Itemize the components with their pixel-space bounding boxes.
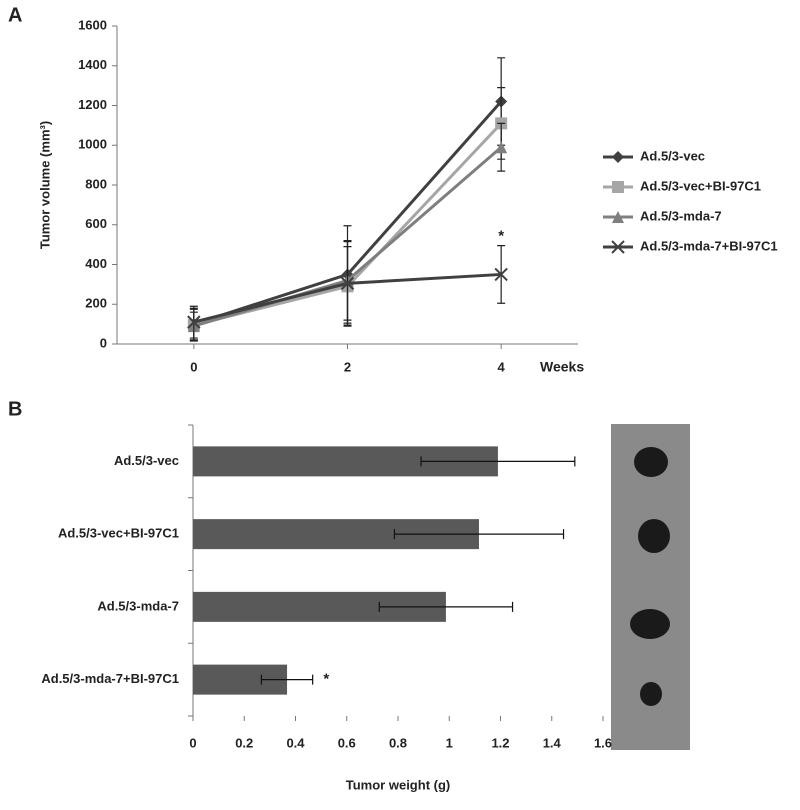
x-tick-label: 0.6 [338, 735, 356, 750]
x-tick-label: 1.4 [543, 735, 562, 750]
legend-marker [612, 151, 624, 163]
x-tick-label: 2 [344, 359, 351, 374]
legend-marker [612, 211, 624, 223]
x-tick-label: 0 [189, 735, 196, 750]
legend-marker [612, 181, 624, 193]
legend-label: Ad.5/3-vec+BI-97C1 [640, 178, 761, 193]
y-tick-label: Ad.5/3-vec+BI-97C1 [58, 526, 179, 541]
y-tick-label: 800 [85, 176, 107, 191]
y-tick-label: 1000 [78, 137, 107, 152]
x-tick-label: 1.6 [594, 735, 612, 750]
x-tick-label: 0.4 [286, 735, 305, 750]
y-tick-label: 200 [85, 296, 107, 311]
error-bar [420, 456, 576, 467]
error-bar [378, 601, 514, 612]
y-tick-label: Ad.5/3-vec [114, 453, 179, 468]
y-tick-label: 400 [85, 256, 107, 271]
marker [340, 276, 355, 291]
legend-label: Ad.5/3-vec [640, 148, 705, 163]
marker [187, 315, 201, 329]
legend-label: Ad.5/3-mda-7+BI-97C1 [640, 238, 778, 253]
x-tick-label: 0.8 [389, 735, 407, 750]
x-tick-label: 0.2 [235, 735, 253, 750]
panel-label: A [8, 4, 22, 26]
annotation: * [498, 228, 504, 245]
y-tick-label: Ad.5/3-mda-7+BI-97C1 [41, 671, 179, 686]
x-tick-label: 0 [190, 359, 197, 374]
legend-label: Ad.5/3-mda-7 [640, 208, 722, 223]
x-axis-label: Tumor weight (g) [346, 777, 450, 792]
marker [495, 141, 508, 154]
panel-label: B [8, 398, 22, 420]
y-tick-label: 1600 [78, 17, 107, 32]
y-axis-label: Tumor volume (mm³) [37, 121, 52, 249]
marker [494, 267, 508, 282]
tumor-photo [611, 424, 690, 750]
x-tick-label: 1 [446, 735, 453, 750]
x-tick-label: 1.2 [491, 735, 509, 750]
y-tick-label: Ad.5/3-mda-7 [97, 598, 179, 613]
error-bar [393, 529, 565, 540]
y-tick-label: 1200 [78, 97, 107, 112]
x-tick-label: 4 [498, 359, 506, 374]
y-tick-label: 600 [85, 216, 107, 231]
legend-marker [611, 240, 625, 254]
x-axis-label: Weeks [540, 359, 584, 375]
y-tick-label: 0 [100, 335, 107, 350]
annotation: * [323, 671, 329, 688]
error-bar [260, 674, 314, 685]
y-tick-label: 1400 [78, 57, 107, 72]
